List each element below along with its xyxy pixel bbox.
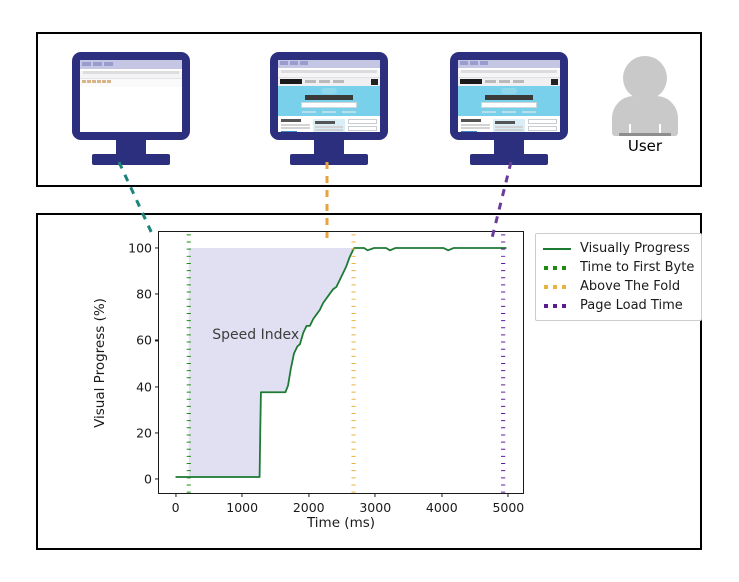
site-logo — [280, 79, 302, 84]
x-tick-mark — [441, 493, 443, 497]
cta-button — [461, 131, 477, 132]
chart-canvas — [175, 220, 507, 505]
monitor-bezel — [72, 52, 190, 140]
browser-urlbar — [80, 70, 182, 79]
y-tick-mark — [155, 247, 159, 249]
site-navbar — [278, 77, 380, 86]
y-axis-label-wrap: Visual Progress (%) — [90, 231, 110, 494]
hero-headline — [485, 94, 533, 100]
y-tick-label: 60 — [136, 332, 152, 348]
x-tick-label: 2000 — [292, 500, 325, 515]
legend-item[interactable]: Above The Fold — [542, 277, 694, 296]
x-tick-label: 1000 — [226, 500, 259, 515]
monitor-stand — [72, 140, 190, 167]
cta-button — [281, 131, 297, 132]
browser-urlbar — [278, 69, 380, 78]
user-body-icon — [612, 96, 678, 136]
x-axis-label: Time (ms) — [306, 515, 376, 531]
hero-banner — [458, 85, 560, 116]
monitor-fully-loaded — [450, 52, 568, 167]
user-figure: User — [600, 56, 690, 155]
legend-label: Time to First Byte — [580, 260, 695, 275]
site-logo — [460, 79, 482, 84]
content-columns — [278, 115, 380, 133]
legend-key-dotted — [542, 281, 572, 293]
nav-menu-icon — [371, 78, 378, 85]
monitor-bezel — [270, 52, 388, 140]
legend-label: Page Load Time — [580, 298, 683, 313]
user-avatar — [623, 56, 667, 100]
legend-key-dotted — [542, 262, 572, 274]
monitor-bezel — [450, 52, 568, 140]
site-navbar — [458, 77, 560, 86]
legend-label: Above The Fold — [580, 279, 681, 294]
x-tick-mark — [175, 493, 177, 497]
x-tick-mark — [374, 493, 376, 497]
monitor-stand — [450, 140, 568, 167]
y-tick-label: 20 — [136, 425, 152, 441]
legend-key-dotted — [542, 300, 572, 312]
legend-item[interactable]: Visually Progress — [542, 239, 694, 258]
x-tick-mark — [507, 493, 509, 497]
browser-urlbar — [458, 69, 560, 78]
browser-tabbar — [80, 60, 182, 69]
device-timeline-panel: User — [36, 32, 702, 187]
x-tick-mark — [241, 493, 243, 497]
legend-item[interactable]: Time to First Byte — [542, 258, 694, 277]
chart-legend: Visually Progress Time to First Byte Above… — [535, 233, 703, 321]
y-tick-mark — [155, 293, 159, 295]
y-tick-mark — [155, 432, 159, 434]
x-tick-mark — [308, 493, 310, 497]
legend-label: Visually Progress — [580, 241, 690, 256]
content-column-left — [281, 118, 310, 132]
y-tick-label: 80 — [136, 286, 152, 302]
y-tick-mark — [155, 386, 159, 388]
nav-menu-icon — [551, 78, 558, 85]
matplotlib-figure: Visual Progress (%) Speed Index 0 20 40 60 8… — [38, 215, 703, 547]
content-column-mid — [492, 118, 526, 132]
cloud-icon — [321, 87, 337, 94]
y-axis-label: Visual Progress (%) — [92, 297, 108, 428]
y-tick-label: 0 — [144, 471, 152, 487]
monitor-above-fold — [270, 52, 388, 167]
legend-key-line — [542, 243, 572, 255]
monitor-screen-loaded — [458, 60, 560, 132]
monitor-screen-above-fold — [278, 60, 380, 132]
chart-panel: Visual Progress (%) Speed Index 0 20 40 60 8… — [36, 213, 703, 550]
speed-index-annotation: Speed Index — [212, 326, 300, 343]
legend-item[interactable]: Page Load Time — [542, 296, 694, 315]
monitor-blank — [72, 52, 190, 167]
browser-toolbar — [80, 78, 182, 87]
x-tick-label: 5000 — [492, 500, 525, 515]
page-content-empty — [80, 86, 182, 132]
y-tick-mark — [155, 478, 159, 480]
monitor-screen-blank — [80, 60, 182, 132]
user-label: User — [627, 137, 663, 155]
x-tick-label: 0 — [171, 500, 180, 515]
content-columns — [458, 115, 560, 133]
x-tick-label: 3000 — [359, 500, 392, 515]
content-column-left — [461, 118, 490, 132]
plot-inner: Speed Index — [159, 220, 523, 505]
y-tick-mark — [155, 339, 159, 341]
content-column-right — [348, 118, 378, 133]
content-column-right — [528, 118, 558, 133]
plot-area: Speed Index 0 20 40 60 80 100 0 1000 2000 3000 40… — [128, 220, 524, 515]
monitor-stand — [270, 140, 388, 167]
x-tick-label: 4000 — [425, 500, 458, 515]
hero-banner — [278, 85, 380, 116]
y-tick-label: 40 — [136, 379, 152, 395]
hero-headline — [305, 94, 353, 100]
cloud-icon — [501, 87, 517, 94]
hero-search-input — [301, 101, 357, 108]
hero-search-input — [481, 101, 537, 108]
browser-tabbar — [278, 60, 380, 68]
browser-tabbar — [458, 60, 560, 68]
y-tick-label: 100 — [128, 240, 152, 256]
content-column-mid — [312, 118, 346, 132]
